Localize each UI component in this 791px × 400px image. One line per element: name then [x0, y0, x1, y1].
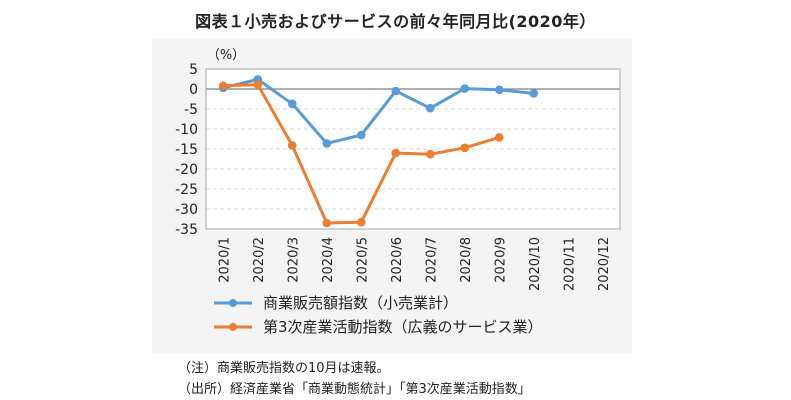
series-line-1: [222, 77, 534, 145]
x-tick-label: 2020/3: [286, 237, 301, 283]
x-tick-label: 2020/2: [252, 237, 267, 283]
y-tick-label: -35: [175, 222, 198, 238]
legend-label: 商業販売額指数（小売業計）: [263, 294, 458, 312]
data-point: [494, 85, 504, 95]
y-tick-label: -10: [175, 122, 198, 138]
legend-marker: [229, 299, 237, 307]
x-tick-label: 2020/8: [459, 237, 474, 283]
data-point: [322, 218, 332, 228]
x-tick-label: 2020/5: [355, 237, 370, 283]
y-tick-label: 5: [189, 62, 198, 78]
y-tick-label: -5: [184, 102, 198, 118]
x-tick-label: 2020/10: [528, 237, 543, 291]
y-tick-label: -20: [175, 162, 198, 178]
legend-marker: [229, 323, 237, 331]
data-point: [391, 86, 401, 96]
source-text: （出所）経済産業省「商業動態統計」「第3次産業活動指数」: [178, 382, 531, 397]
data-point: [425, 103, 435, 113]
data-point: [356, 130, 366, 140]
y-tick-label: -25: [175, 182, 198, 198]
y-tick-label: -15: [175, 142, 198, 158]
data-point: [287, 99, 297, 109]
x-tick-label: 2020/9: [493, 237, 508, 283]
legend-label: 第3次産業活動指数（広義のサービス業）: [263, 318, 543, 336]
data-point: [287, 141, 297, 150]
data-point: [253, 80, 263, 89]
y-tick-label: 0: [189, 82, 198, 98]
data-point: [218, 81, 228, 91]
data-point: [460, 84, 470, 93]
plot-border: [205, 68, 621, 230]
y-tick-label: -30: [175, 202, 198, 218]
data-point: [322, 139, 332, 148]
x-tick-label: 2020/7: [424, 237, 439, 283]
data-point: [391, 148, 401, 158]
x-tick-label: 2020/11: [562, 237, 577, 291]
x-tick-label: 2020/6: [390, 237, 405, 283]
chart-title: 図表１小売およびサービスの前々年同月比(2020年）: [195, 12, 596, 31]
note-text: （注）商業販売指数の10月は速報。: [178, 361, 390, 376]
x-tick-label: 2020/12: [597, 237, 612, 291]
x-tick-label: 2020/4: [321, 237, 336, 283]
data-point: [425, 149, 435, 159]
data-point: [529, 89, 539, 98]
data-point: [356, 217, 366, 227]
x-tick-label: 2020/1: [217, 237, 232, 283]
data-point: [494, 133, 504, 142]
unit-label: （%）: [207, 48, 245, 63]
data-point: [460, 143, 470, 153]
